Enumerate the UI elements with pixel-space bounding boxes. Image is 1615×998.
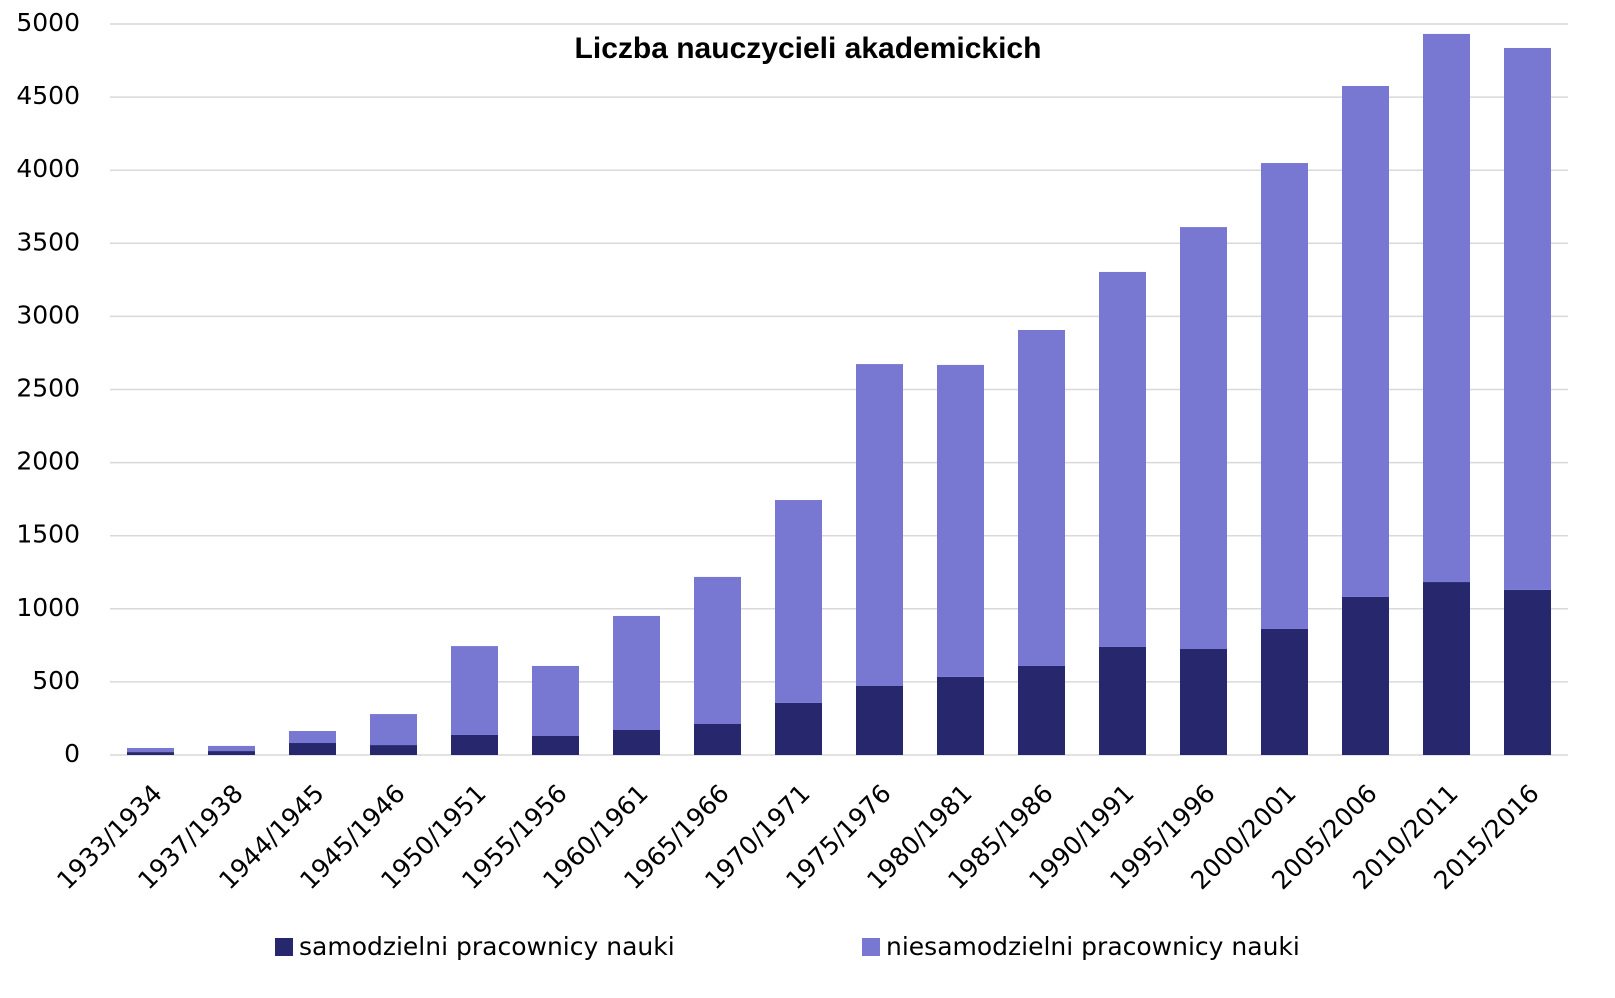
legend-swatch [862,938,880,956]
bar [1261,163,1308,629]
bar [289,731,336,744]
bar [208,751,255,755]
bar [1342,596,1389,755]
bar [370,745,417,755]
bar [370,714,417,746]
bar [532,735,579,755]
bar [694,576,741,725]
bar [532,665,579,736]
y-tick-label: 3000 [16,300,80,329]
bar [127,752,174,755]
bar [694,724,741,755]
y-tick-label: 4000 [16,154,80,183]
bar [1504,589,1551,755]
y-tick-label: 500 [32,666,80,695]
bar [1423,33,1470,583]
y-tick-label: 2000 [16,447,80,476]
bar [937,364,984,677]
y-tick-label: 3500 [16,227,80,256]
bar [1099,271,1146,647]
bar [1423,582,1470,755]
bar [613,615,660,730]
y-tick-label: 1000 [16,593,80,622]
bar [1018,329,1065,666]
bar [613,729,660,755]
bar [1504,47,1551,590]
bar [1342,85,1389,597]
bar [775,500,822,703]
legend-label: samodzielni pracownicy nauki [299,932,675,961]
bar [1180,649,1227,755]
bar [856,364,903,686]
y-tick-label: 2500 [16,374,80,403]
legend-label: niesamodzielni pracownicy nauki [886,932,1300,961]
bar [1180,227,1227,650]
legend-swatch [275,938,293,956]
bar [289,743,336,755]
bar [775,702,822,755]
y-tick-label: 4500 [16,81,80,110]
chart-title: Liczba nauczycieli akademickich [575,32,1042,65]
bar [451,646,498,735]
bar [127,747,174,753]
bar [937,676,984,755]
bar [451,734,498,755]
y-tick-label: 1500 [16,520,80,549]
bar [1018,665,1065,755]
y-tick-label: 0 [64,739,80,768]
bar [856,685,903,755]
y-tick-label: 5000 [16,8,80,37]
bar [208,745,255,752]
bar [1261,628,1308,755]
bar [1099,646,1146,755]
